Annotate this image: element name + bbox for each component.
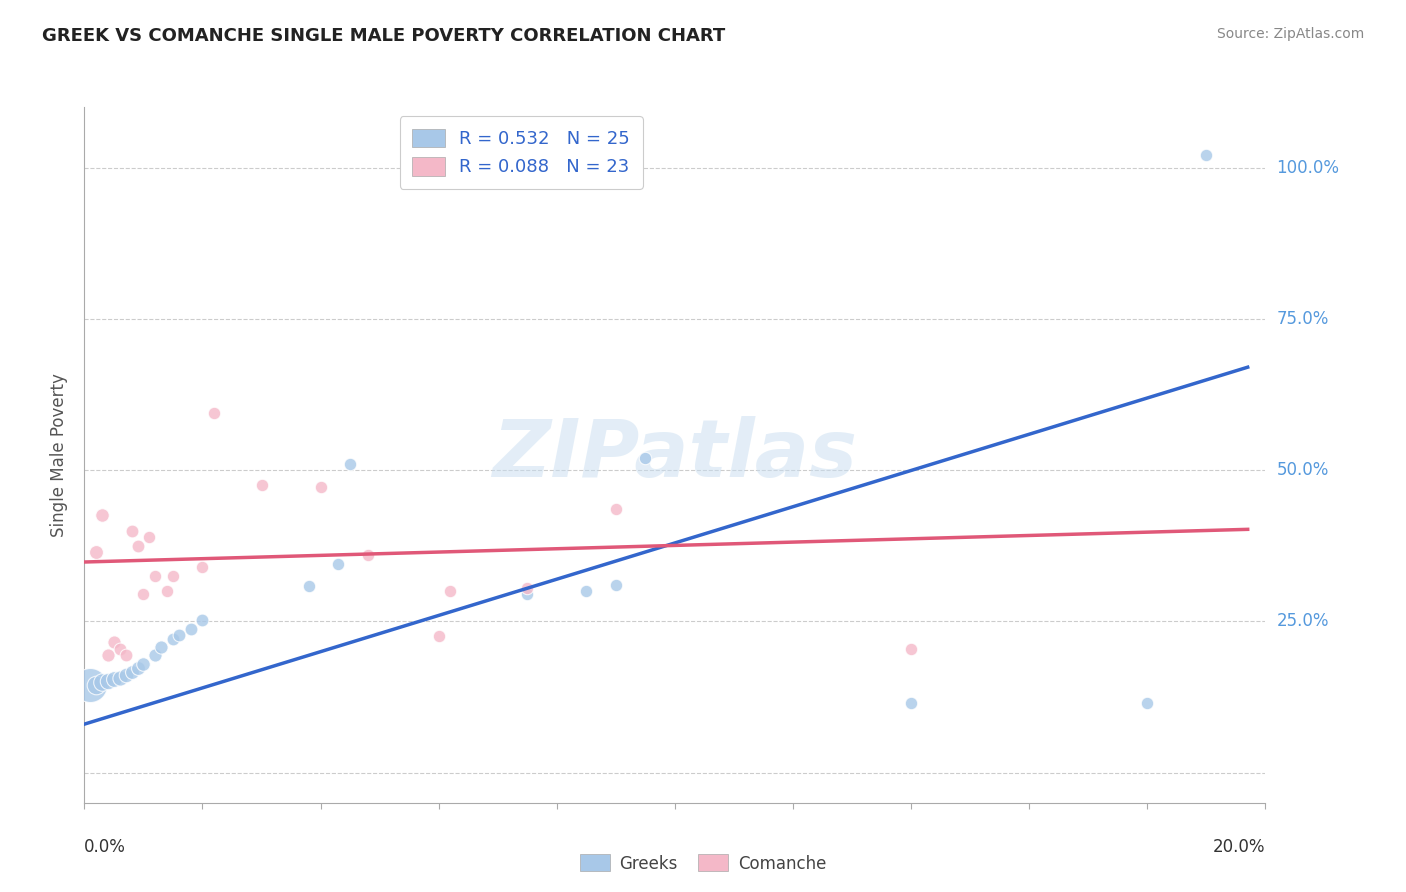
Point [162, 569, 184, 583]
Point [900, 641, 922, 656]
Point [575, 584, 598, 599]
Point [143, 648, 166, 662]
Point [516, 581, 538, 595]
Point [127, 539, 149, 553]
Point [298, 579, 321, 593]
Point [121, 524, 143, 538]
Text: Source: ZipAtlas.com: Source: ZipAtlas.com [1216, 27, 1364, 41]
Point [156, 584, 179, 599]
Point [1136, 696, 1159, 710]
Point [84, 678, 107, 692]
Point [91, 674, 114, 689]
Point [180, 622, 202, 636]
Point [167, 627, 190, 641]
Point [427, 629, 450, 643]
Point [605, 502, 627, 516]
Point [191, 613, 214, 627]
Text: 75.0%: 75.0% [1277, 310, 1329, 327]
Y-axis label: Single Male Poverty: Single Male Poverty [51, 373, 69, 537]
Point [516, 587, 538, 601]
Point [357, 548, 380, 562]
Point [132, 587, 155, 601]
Point [108, 671, 131, 685]
Text: 50.0%: 50.0% [1277, 461, 1329, 479]
Text: 25.0%: 25.0% [1277, 612, 1329, 631]
Point [202, 406, 225, 420]
Text: 0.0%: 0.0% [84, 838, 127, 856]
Point [108, 641, 131, 656]
Point [114, 667, 136, 681]
Point [605, 578, 627, 592]
Point [1195, 148, 1218, 162]
Text: 20.0%: 20.0% [1213, 838, 1265, 856]
Point [328, 557, 350, 571]
Point [97, 673, 120, 688]
Legend: R = 0.532   N = 25, R = 0.088   N = 23: R = 0.532 N = 25, R = 0.088 N = 23 [399, 116, 643, 189]
Point [250, 478, 273, 492]
Point [103, 672, 125, 686]
Text: 100.0%: 100.0% [1277, 159, 1340, 177]
Point [162, 632, 184, 647]
Point [900, 696, 922, 710]
Point [103, 635, 125, 649]
Legend: Greeks, Comanche: Greeks, Comanche [574, 847, 832, 880]
Point [143, 569, 166, 583]
Point [439, 584, 461, 599]
Point [339, 457, 361, 471]
Text: ZIPatlas: ZIPatlas [492, 416, 858, 494]
Point [138, 530, 160, 544]
Point [84, 545, 107, 559]
Point [114, 648, 136, 662]
Point [634, 450, 657, 465]
Text: GREEK VS COMANCHE SINGLE MALE POVERTY CORRELATION CHART: GREEK VS COMANCHE SINGLE MALE POVERTY CO… [42, 27, 725, 45]
Point [127, 661, 149, 675]
Point [191, 559, 214, 574]
Point [150, 640, 173, 654]
Point [132, 657, 155, 671]
Point [309, 480, 332, 494]
Point [91, 508, 114, 523]
Point [79, 678, 101, 692]
Point [121, 665, 143, 679]
Point [97, 648, 120, 662]
